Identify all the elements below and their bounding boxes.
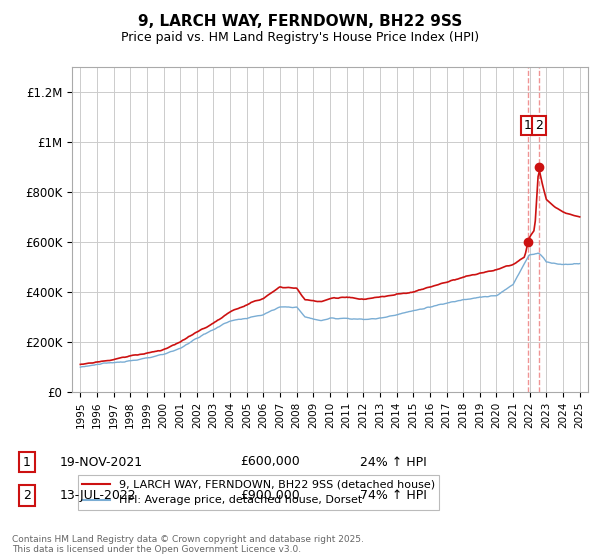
Text: Contains HM Land Registry data © Crown copyright and database right 2025.
This d: Contains HM Land Registry data © Crown c… (12, 535, 364, 554)
Text: 13-JUL-2022: 13-JUL-2022 (60, 489, 137, 502)
Text: 1: 1 (23, 455, 31, 469)
Text: 9, LARCH WAY, FERNDOWN, BH22 9SS: 9, LARCH WAY, FERNDOWN, BH22 9SS (138, 14, 462, 29)
Text: 2: 2 (535, 119, 542, 132)
Text: Price paid vs. HM Land Registry's House Price Index (HPI): Price paid vs. HM Land Registry's House … (121, 31, 479, 44)
Text: 1: 1 (524, 119, 532, 132)
Legend: 9, LARCH WAY, FERNDOWN, BH22 9SS (detached house), HPI: Average price, detached : 9, LARCH WAY, FERNDOWN, BH22 9SS (detach… (77, 475, 439, 510)
Text: 24% ↑ HPI: 24% ↑ HPI (360, 455, 427, 469)
Text: 2: 2 (23, 489, 31, 502)
Text: £600,000: £600,000 (240, 455, 300, 469)
Text: 19-NOV-2021: 19-NOV-2021 (60, 455, 143, 469)
Text: £900,000: £900,000 (240, 489, 300, 502)
Text: 74% ↑ HPI: 74% ↑ HPI (360, 489, 427, 502)
